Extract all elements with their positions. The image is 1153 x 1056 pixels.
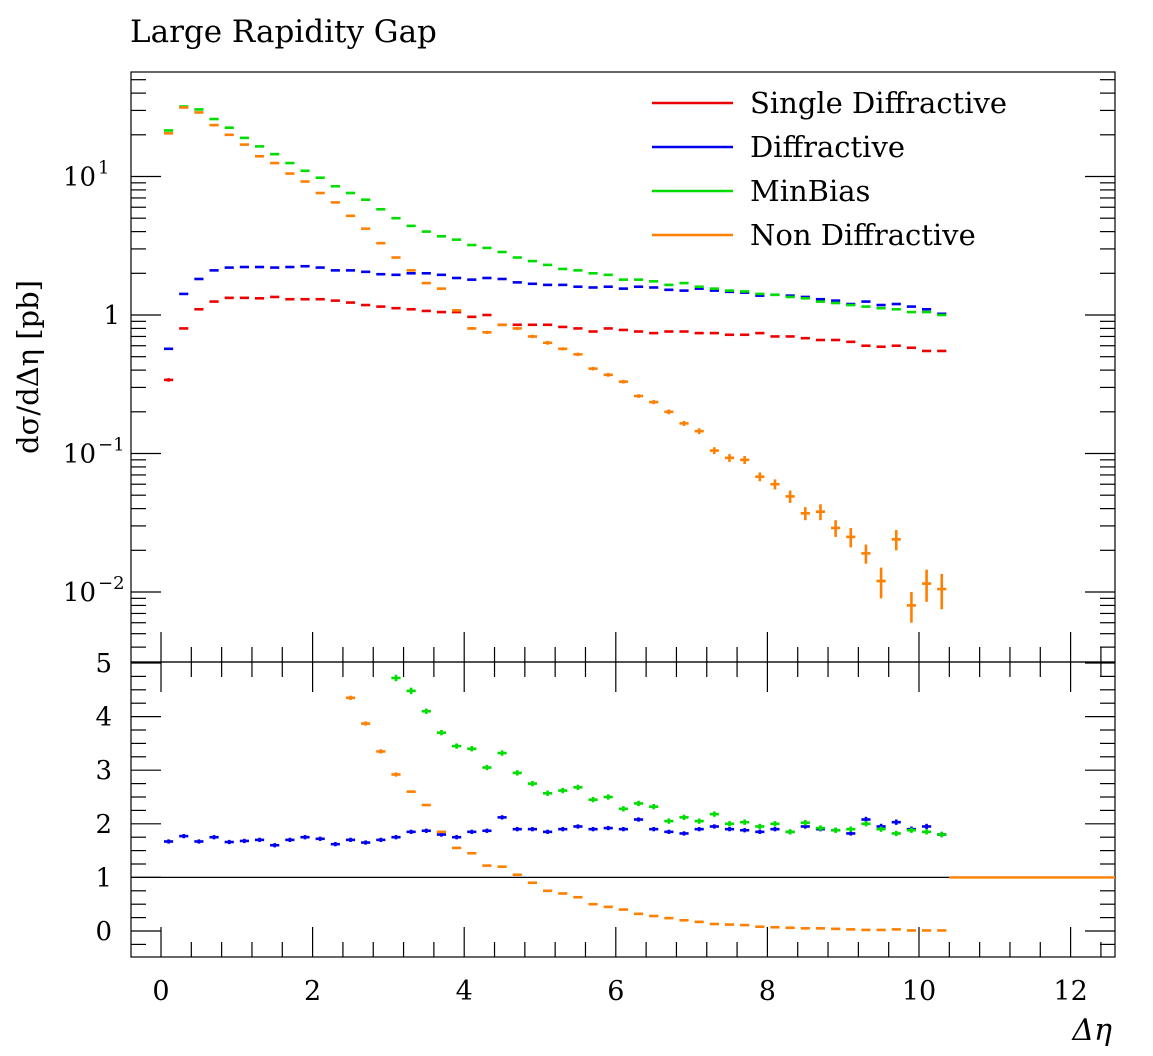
- main-plot-frame: [130, 71, 1116, 663]
- main-y-tick-exponent: −2: [98, 573, 125, 594]
- legend-label: Non Diffractive: [750, 218, 976, 252]
- main-y-tick-label: 10: [63, 578, 96, 608]
- ratio-axes-box: [130, 661, 1116, 958]
- x-tick-label: 10: [902, 976, 936, 1007]
- main-y-tick-exponent: 1: [98, 158, 109, 179]
- main-axes-box: [130, 71, 1116, 663]
- x-tick-label: 4: [456, 976, 473, 1007]
- x-tick-label: 2: [304, 976, 321, 1007]
- main-plot-marks: [164, 105, 947, 623]
- legend-label: Single Diffractive: [750, 86, 1007, 120]
- legend: Single Diffractive Diffractive MinBias Non …: [652, 86, 1007, 252]
- main-y-tick-label: 1: [103, 301, 120, 331]
- ratio-y-tick-label: 4: [95, 703, 112, 733]
- y-axis-label: dσ/dΔη [pb]: [11, 280, 45, 454]
- x-tick-label: 0: [152, 976, 169, 1007]
- main-y-tick-label: 10: [63, 163, 96, 193]
- ratio-y-tick-label: 5: [95, 649, 112, 679]
- ratio-plot-marks: [164, 674, 1115, 932]
- x-axis-label: Δη: [1071, 1013, 1112, 1048]
- chart-title: Large Rapidity Gap: [130, 14, 437, 50]
- ratio-plot-frame: [130, 661, 1116, 958]
- main-y-tick-exponent: −1: [98, 435, 125, 456]
- ratio-y-tick-label: 3: [95, 756, 112, 786]
- x-tick-label: 12: [1053, 976, 1087, 1007]
- ratio-y-tick-label: 0: [95, 917, 112, 947]
- legend-label: Diffractive: [750, 130, 905, 164]
- x-tick-label: 8: [759, 976, 776, 1007]
- legend-label: MinBias: [750, 174, 870, 208]
- x-tick-label: 6: [607, 976, 624, 1007]
- ratio-y-tick-label: 1: [95, 863, 112, 893]
- ratio-y-tick-label: 2: [95, 810, 112, 840]
- main-y-tick-label: 10: [63, 440, 96, 470]
